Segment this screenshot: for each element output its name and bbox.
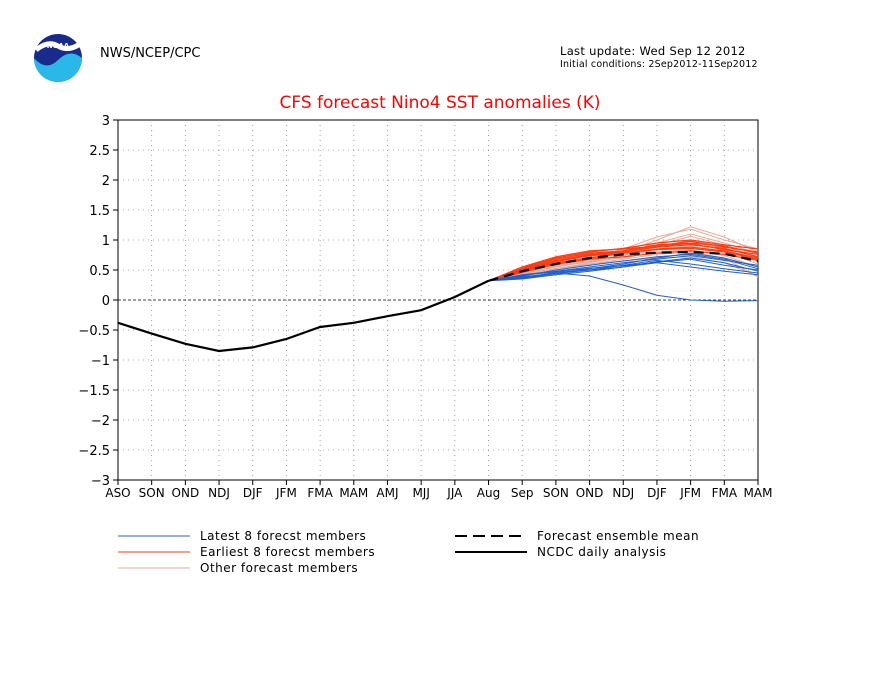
earliest-member-line <box>488 242 759 282</box>
x-tick-label: SON <box>139 486 165 500</box>
x-tick-label: JFM <box>679 486 701 500</box>
y-tick-label: 1 <box>102 234 110 249</box>
x-tick-label: SON <box>543 486 569 500</box>
x-tick-label: JFM <box>275 486 297 500</box>
y-axis: 3 2.5 2 1.5 1 0.5 0 −0.5 −1 −1.5 −2 −2.5 −3 <box>78 114 118 489</box>
latest-member-line <box>488 252 759 282</box>
x-tick-label: ASO <box>105 486 130 500</box>
x-tick-label: NDJ <box>612 486 634 500</box>
x-tick-label: MAM <box>339 486 368 500</box>
y-tick-label: −3 <box>91 474 110 489</box>
latest-member-line <box>488 259 759 282</box>
legend-label: Other forecast members <box>200 561 358 575</box>
x-tick-label: DJF <box>243 486 263 500</box>
y-tick-label: −1 <box>91 354 110 369</box>
x-tick-label: NDJ <box>208 486 230 500</box>
x-axis: ASO SON OND NDJ DJF JFM FMA MAM AMJ MJJ JJA Aug Sep S… <box>105 480 772 500</box>
noaa-logo-icon: NOAA <box>34 34 82 82</box>
y-tick-label: 2 <box>102 174 110 189</box>
chart-title: CFS forecast Nino4 SST anomalies (K) <box>279 93 600 113</box>
y-tick-label: −1.5 <box>78 384 110 399</box>
y-tick-label: 0.5 <box>89 264 110 279</box>
x-tick-label: Sep <box>511 486 534 500</box>
observed-line <box>117 279 490 353</box>
gridlines <box>118 120 758 480</box>
last-update-text: Last update: Wed Sep 12 2012 <box>560 44 746 58</box>
x-tick-label: MAM <box>744 486 773 500</box>
latest-members-group <box>488 252 759 302</box>
y-tick-label: 3 <box>102 114 110 129</box>
legend: Latest 8 forecst members Earliest 8 forec… <box>118 529 699 575</box>
ensemble-mean-line <box>488 250 759 282</box>
x-tick-label: OND <box>576 486 604 500</box>
legend-label: Earliest 8 forecst members <box>200 545 375 559</box>
latest-member-line <box>488 258 759 282</box>
y-tick-label: −2.5 <box>78 444 110 459</box>
x-tick-label: FMA <box>712 486 738 500</box>
y-tick-label: 0 <box>102 294 110 309</box>
y-tick-label: 2.5 <box>89 144 110 159</box>
y-tick-label: −0.5 <box>78 324 110 339</box>
x-tick-label: JJA <box>446 486 463 500</box>
legend-label: Forecast ensemble mean <box>537 529 699 543</box>
initial-conditions-text: Initial conditions: 2Sep2012-11Sep2012 <box>560 59 758 70</box>
x-tick-label: Aug <box>477 486 500 500</box>
legend-label: Latest 8 forecst members <box>200 529 366 543</box>
earliest-member-line <box>488 239 759 282</box>
y-tick-label: −2 <box>91 414 110 429</box>
x-tick-label: FMA <box>307 486 333 500</box>
x-tick-label: OND <box>172 486 200 500</box>
x-tick-label: DJF <box>647 486 667 500</box>
legend-label: NCDC daily analysis <box>537 545 666 559</box>
x-tick-label: MJJ <box>412 486 429 500</box>
earliest-member-line <box>488 247 759 282</box>
latest-member-line <box>488 255 759 282</box>
y-tick-label: 1.5 <box>89 204 110 219</box>
x-tick-label: AMJ <box>376 486 398 500</box>
main-series-group <box>117 250 759 353</box>
svg-text:NOAA: NOAA <box>47 42 70 50</box>
org-label: NWS/NCEP/CPC <box>100 46 201 61</box>
